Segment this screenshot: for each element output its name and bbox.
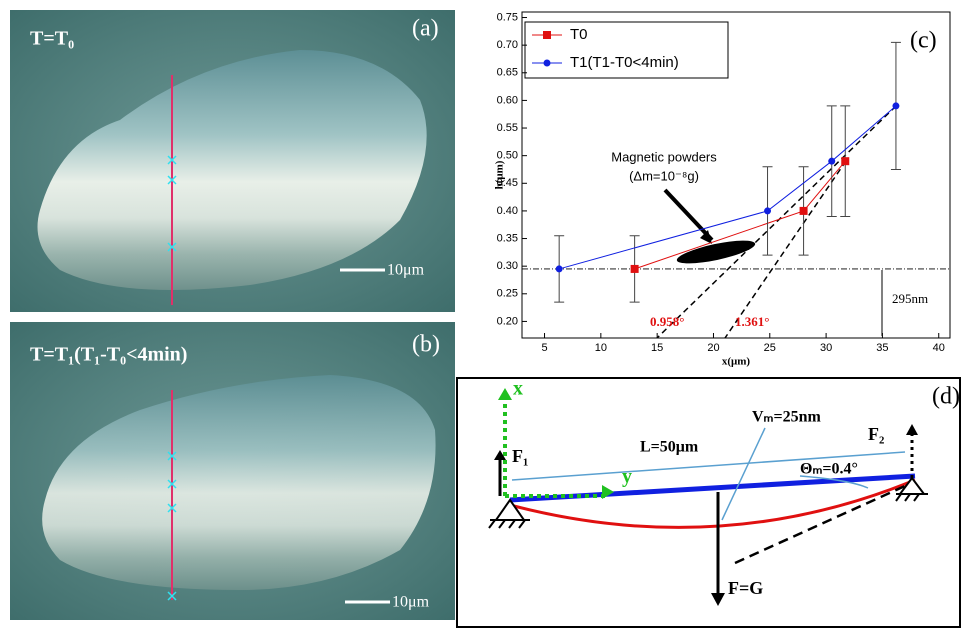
x-axis-label: x(μm) (722, 356, 751, 368)
force-label: F₂ (868, 424, 884, 444)
x-tick-label: 20 (707, 342, 719, 354)
axis-label: y (622, 466, 632, 488)
y-tick-label: 0.50 (497, 150, 518, 162)
scale-label: 10μm (392, 594, 430, 611)
chart: (c) x(μm) h(μm) Magnetic powders (Δm=10⁻… (494, 11, 950, 367)
dimension-label: Vₘ=25nm (752, 409, 822, 426)
legend-marker (543, 31, 551, 39)
point (841, 157, 849, 165)
force-label: F=G (728, 578, 763, 598)
legend-label: T0 (570, 26, 588, 43)
panel-label: (c) (910, 28, 937, 54)
point (631, 265, 639, 273)
dimension-label: L=50μm (640, 439, 699, 456)
x-tick-label: 5 (541, 342, 547, 354)
y-tick-label: 0.20 (497, 315, 518, 327)
x-tick-label: 10 (595, 342, 607, 354)
figure: T=T₀ (a) 10μm T=T₁(T₁-T₀<4min) (b) 10μm … (0, 0, 962, 629)
point (892, 102, 899, 109)
scale-label: 10μm (387, 262, 425, 279)
point (556, 265, 563, 272)
x-tick-label: 15 (651, 342, 663, 354)
y-tick-label: 0.25 (497, 288, 518, 300)
caption: T=T₀ (30, 28, 74, 50)
point (764, 207, 771, 214)
y-tick-label: 0.70 (497, 39, 518, 51)
panel-label: (b) (412, 332, 440, 358)
annotation: 1.361° (735, 314, 769, 329)
annotation: Magnetic powders (611, 149, 717, 164)
y-tick-label: 0.55 (497, 122, 518, 134)
y-tick-label: 0.35 (497, 232, 518, 244)
dimension-label: Θₘ=0.4° (800, 461, 858, 478)
force-label: F₁ (512, 446, 528, 466)
diagram-frame (457, 378, 960, 627)
x-tick-label: 35 (876, 342, 888, 354)
x-tick-label: 25 (764, 342, 776, 354)
panel-label: (a) (412, 16, 439, 42)
point (800, 207, 808, 215)
legend-label: T1(T1-T0<4min) (570, 54, 679, 71)
legend-marker (544, 60, 551, 67)
annotation: 295nm (892, 291, 928, 306)
point (828, 158, 835, 165)
panel-b: T=T₁(T₁-T₀<4min) (b) 10μm (10, 322, 455, 620)
panel-d: (d) x y F₁ F₂ L=50μm Vₘ=25nm Θₘ=0.4° F=G (457, 378, 960, 627)
x-tick-label: 40 (933, 342, 945, 354)
annotation: (Δm=10⁻⁸g) (629, 168, 699, 183)
y-tick-label: 0.45 (497, 177, 518, 189)
annotation: 0.958° (650, 314, 684, 329)
caption: T=T₁(T₁-T₀<4min) (30, 344, 187, 366)
panel-label: (d) (932, 384, 960, 410)
y-tick-label: 0.75 (497, 11, 518, 23)
axis-label: x (513, 378, 523, 400)
panel-a: T=T₀ (a) 10μm (10, 10, 455, 312)
y-tick-label: 0.65 (497, 67, 518, 79)
y-tick-label: 0.30 (497, 260, 518, 272)
y-tick-label: 0.40 (497, 205, 518, 217)
x-tick-label: 30 (820, 342, 832, 354)
y-tick-label: 0.60 (497, 94, 518, 106)
